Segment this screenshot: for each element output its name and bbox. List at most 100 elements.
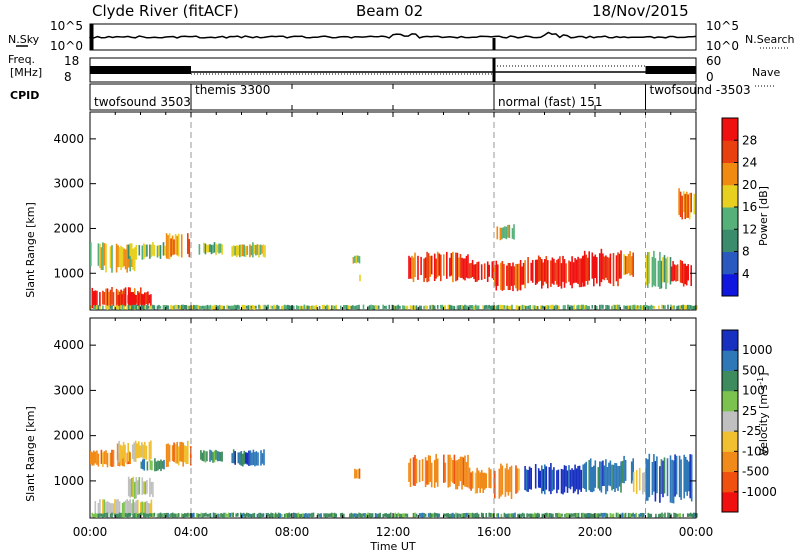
data-cell — [314, 305, 316, 309]
data-cell — [624, 305, 627, 309]
data-cell — [490, 469, 492, 489]
data-cell — [368, 305, 371, 310]
data-cell — [605, 305, 607, 310]
colorbar-tick-label: -100 — [742, 444, 769, 458]
data-cell — [547, 305, 550, 310]
data-cell — [477, 305, 480, 310]
data-cell — [97, 503, 100, 517]
data-cell — [251, 452, 253, 466]
data-cell — [539, 257, 541, 281]
data-cell — [608, 305, 610, 310]
data-cell — [464, 513, 466, 518]
data-cell — [500, 262, 502, 290]
data-cell — [382, 513, 384, 518]
data-cell — [215, 243, 217, 256]
data-cell — [128, 292, 131, 306]
data-cell — [203, 305, 206, 310]
data-cell — [123, 501, 125, 518]
data-cell — [388, 304, 391, 309]
data-cell — [402, 513, 404, 518]
data-cell — [96, 513, 98, 518]
data-cell — [138, 477, 141, 495]
data-cell — [129, 513, 131, 517]
data-cell — [630, 461, 633, 484]
data-cell — [617, 304, 619, 310]
data-cell — [525, 469, 528, 492]
data-cell — [174, 304, 177, 309]
data-cell — [340, 513, 342, 517]
data-cell — [582, 255, 584, 287]
data-cell — [170, 238, 172, 257]
data-cell — [464, 455, 466, 487]
data-cell — [560, 263, 563, 289]
data-cell — [620, 461, 622, 484]
data-cell — [239, 244, 241, 258]
data-cell — [204, 243, 207, 255]
data-cell — [523, 305, 525, 309]
freq-label-line1: Freq. — [8, 53, 35, 66]
data-cell — [659, 251, 661, 289]
data-cell — [420, 256, 422, 276]
data-cell — [662, 513, 665, 517]
data-cell — [688, 192, 691, 220]
data-cell — [263, 449, 265, 466]
data-cell — [202, 305, 204, 309]
data-cell — [267, 304, 269, 309]
data-cell — [679, 259, 682, 283]
data-cell — [91, 452, 94, 466]
data-cell — [669, 455, 672, 503]
data-cell — [459, 456, 462, 482]
data-cell — [261, 513, 263, 518]
data-cell — [200, 450, 202, 460]
data-cell — [258, 512, 260, 518]
data-cell — [614, 463, 616, 492]
data-cell — [501, 261, 504, 291]
data-cell — [513, 224, 515, 240]
data-cell — [573, 304, 575, 310]
data-cell — [421, 512, 424, 518]
data-cell — [651, 462, 654, 495]
data-cell — [547, 260, 549, 289]
data-cell — [596, 305, 598, 310]
data-cell — [600, 512, 603, 517]
velocity-colorbar: -1000 -500 -100 -25 25 100 500 1000 — [721, 329, 777, 513]
data-cell — [627, 512, 630, 518]
data-cell — [165, 233, 168, 259]
x-tick-label: 04:00 — [174, 525, 209, 539]
data-cell — [453, 513, 456, 518]
data-cell — [133, 247, 136, 272]
data-cell — [119, 292, 122, 306]
colorbar-tick-label: 4 — [742, 267, 750, 281]
data-cell — [580, 469, 582, 492]
data-cell — [379, 512, 381, 518]
data-cell — [133, 513, 136, 518]
data-cell — [221, 244, 223, 255]
data-cell — [408, 462, 410, 482]
data-cell — [294, 513, 297, 518]
data-cell — [144, 305, 147, 310]
data-cell — [673, 512, 675, 518]
data-cell — [149, 305, 151, 309]
data-cell — [308, 513, 310, 518]
data-cell — [526, 513, 528, 518]
data-cell — [108, 502, 110, 514]
data-cell — [103, 499, 106, 514]
data-cell — [433, 459, 436, 488]
data-cell — [515, 305, 518, 310]
data-cell — [409, 458, 412, 487]
data-cell — [455, 460, 457, 490]
data-cell — [683, 454, 685, 499]
data-cell — [205, 305, 207, 310]
data-cell — [527, 470, 529, 492]
data-cell — [414, 305, 416, 310]
data-cell — [300, 305, 303, 310]
data-cell — [523, 513, 525, 518]
data-cell — [108, 291, 110, 306]
velocity-colorbar-label: Velocity [m s-1] — [756, 372, 770, 455]
data-cell — [393, 513, 395, 517]
data-cell — [658, 305, 660, 309]
data-cell — [117, 499, 119, 516]
data-cell — [510, 465, 513, 499]
data-cell — [142, 459, 144, 470]
data-cell — [376, 513, 378, 518]
